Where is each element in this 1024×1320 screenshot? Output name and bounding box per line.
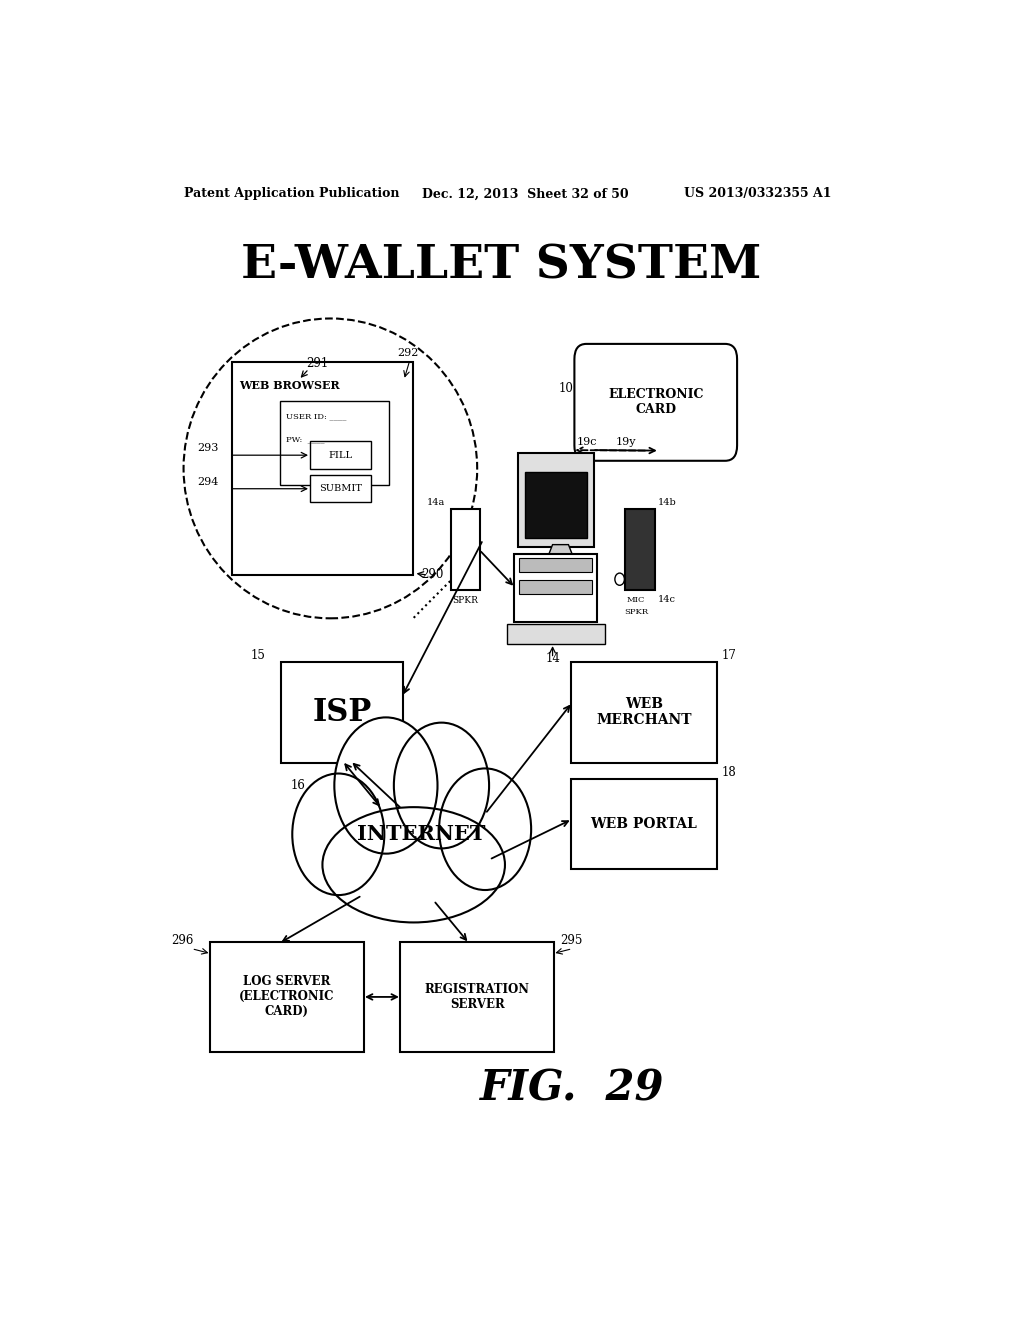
Text: 14: 14	[545, 652, 560, 664]
Text: SPKR: SPKR	[624, 607, 648, 615]
Text: 19c: 19c	[577, 437, 597, 447]
Text: FILL: FILL	[329, 450, 352, 459]
Text: SPKR: SPKR	[453, 595, 478, 605]
FancyBboxPatch shape	[514, 554, 597, 622]
Text: E-WALLET SYSTEM: E-WALLET SYSTEM	[241, 242, 761, 288]
Text: 14b: 14b	[657, 498, 676, 507]
Text: 292: 292	[397, 348, 419, 358]
Text: WEB
MERCHANT: WEB MERCHANT	[596, 697, 691, 727]
Text: US 2013/0332355 A1: US 2013/0332355 A1	[684, 187, 831, 201]
Ellipse shape	[394, 722, 489, 849]
FancyBboxPatch shape	[626, 510, 654, 590]
FancyBboxPatch shape	[451, 510, 480, 590]
Ellipse shape	[292, 774, 384, 895]
Text: 10: 10	[558, 383, 573, 395]
Text: SUBMIT: SUBMIT	[319, 484, 362, 494]
FancyBboxPatch shape	[282, 663, 403, 763]
FancyBboxPatch shape	[280, 401, 389, 484]
FancyBboxPatch shape	[519, 558, 592, 572]
Text: MIC: MIC	[627, 595, 645, 603]
Text: INTERNET: INTERNET	[357, 824, 485, 845]
Text: FIG.  29: FIG. 29	[480, 1068, 665, 1109]
Text: ELECTRONIC
CARD: ELECTRONIC CARD	[608, 388, 703, 416]
Text: 17: 17	[722, 649, 736, 661]
Ellipse shape	[183, 318, 477, 618]
Text: 295: 295	[560, 933, 583, 946]
Text: 16: 16	[291, 779, 305, 792]
Text: 290: 290	[422, 568, 444, 581]
Text: WEB PORTAL: WEB PORTAL	[591, 817, 697, 832]
Text: PW:  ____: PW: ____	[286, 434, 325, 444]
Text: Patent Application Publication: Patent Application Publication	[183, 187, 399, 201]
Ellipse shape	[334, 717, 437, 854]
FancyBboxPatch shape	[310, 441, 372, 469]
Text: LOG SERVER
(ELECTRONIC
CARD): LOG SERVER (ELECTRONIC CARD)	[239, 975, 335, 1019]
Text: 18: 18	[722, 766, 736, 779]
Text: 296: 296	[172, 933, 194, 946]
Text: 293: 293	[198, 444, 219, 453]
Text: 19y: 19y	[616, 437, 637, 447]
FancyBboxPatch shape	[574, 345, 737, 461]
Text: 14c: 14c	[657, 594, 676, 603]
Text: Dec. 12, 2013  Sheet 32 of 50: Dec. 12, 2013 Sheet 32 of 50	[422, 187, 629, 201]
FancyBboxPatch shape	[524, 473, 587, 537]
Text: USER ID: ____: USER ID: ____	[286, 412, 346, 421]
Ellipse shape	[439, 768, 531, 890]
Text: 15: 15	[251, 649, 266, 661]
Polygon shape	[549, 545, 572, 554]
Text: WEB BROWSER: WEB BROWSER	[240, 380, 340, 392]
FancyBboxPatch shape	[570, 663, 717, 763]
Text: 14a: 14a	[427, 498, 445, 507]
Text: 291: 291	[306, 356, 329, 370]
Text: 294: 294	[198, 477, 219, 487]
Text: ISP: ISP	[312, 697, 372, 727]
FancyBboxPatch shape	[507, 624, 605, 644]
FancyBboxPatch shape	[400, 941, 554, 1052]
FancyBboxPatch shape	[519, 581, 592, 594]
Ellipse shape	[323, 807, 505, 923]
FancyBboxPatch shape	[210, 941, 364, 1052]
FancyBboxPatch shape	[518, 453, 594, 546]
FancyBboxPatch shape	[310, 475, 372, 503]
FancyBboxPatch shape	[231, 362, 414, 574]
FancyBboxPatch shape	[570, 779, 717, 870]
Text: REGISTRATION
SERVER: REGISTRATION SERVER	[425, 983, 529, 1011]
